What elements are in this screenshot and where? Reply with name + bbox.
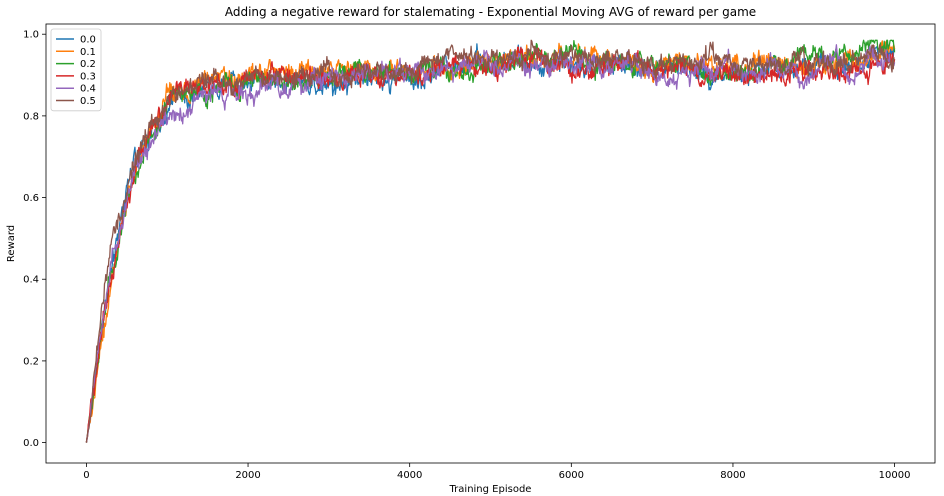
axes-layer: 0 2000 4000 6000 8000 10000 0.0 0.2 0.4 0.6 0.8 1.0 bbox=[23, 23, 936, 481]
y-tick-label: 1.0 bbox=[23, 30, 39, 41]
legend-label: 0.0 bbox=[80, 35, 96, 46]
legend-label: 0.2 bbox=[80, 59, 96, 70]
y-tick-label: 0.8 bbox=[23, 111, 39, 122]
y-tick-label: 0.2 bbox=[23, 356, 39, 367]
axes-frame bbox=[45, 23, 936, 464]
y-tick-label: 0.6 bbox=[23, 193, 39, 204]
legend-label: 0.3 bbox=[80, 71, 96, 82]
legend-label: 0.4 bbox=[80, 84, 96, 95]
y-axis-label: Reward bbox=[6, 225, 17, 262]
series-layer bbox=[85, 39, 896, 443]
y-tick-label: 0.4 bbox=[23, 275, 39, 286]
chart-title: Adding a negative reward for stalemating… bbox=[225, 5, 756, 19]
series-line-0-4 bbox=[85, 44, 896, 443]
x-tick-label: 0 bbox=[83, 470, 89, 481]
x-tick-label: 4000 bbox=[397, 470, 422, 481]
x-tick-label: 8000 bbox=[720, 470, 745, 481]
x-tick-label: 10000 bbox=[879, 470, 911, 481]
x-axis-label: Training Episode bbox=[449, 484, 532, 495]
series-line-0-3 bbox=[85, 46, 896, 443]
y-tick-label: 0.0 bbox=[23, 438, 39, 449]
legend-label: 0.1 bbox=[80, 47, 96, 58]
legend-box bbox=[50, 28, 102, 112]
series-line-0-5 bbox=[85, 39, 895, 443]
x-tick-label: 2000 bbox=[235, 470, 260, 481]
x-tick-label: 6000 bbox=[559, 470, 584, 481]
legend-label: 0.5 bbox=[80, 96, 96, 107]
legend: 0.00.10.20.3 0.40.5 bbox=[50, 28, 102, 112]
